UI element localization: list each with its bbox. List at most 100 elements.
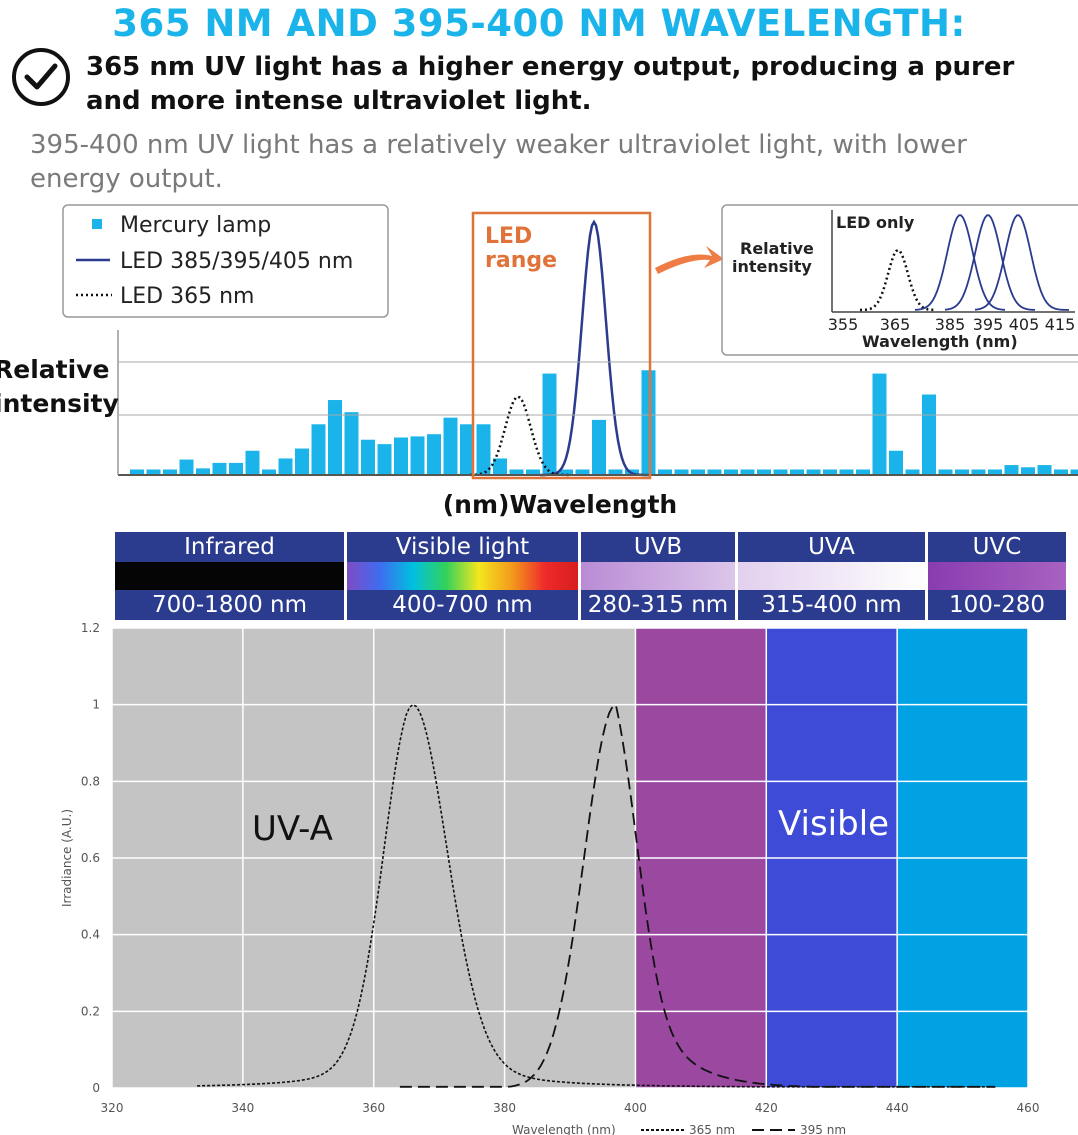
- mercury-bar: [889, 450, 903, 475]
- mercury-bar: [1037, 465, 1052, 475]
- band-label: Infrared: [184, 534, 275, 560]
- x-tick-label: 400: [624, 1101, 647, 1115]
- legend-mercury-marker: [92, 219, 102, 229]
- mercury-bar: [361, 439, 375, 475]
- led-range-label: LED: [485, 224, 532, 249]
- mercury-bar: [443, 417, 458, 475]
- led-395-curve: [540, 219, 650, 477]
- mercury-bar: [856, 469, 870, 475]
- mercury-bar: [740, 469, 755, 475]
- x-tick-label: 320: [101, 1101, 124, 1115]
- mercury-bar: [905, 469, 920, 475]
- mercury-bar: [575, 469, 590, 475]
- inset-tick-label: 415: [1045, 315, 1076, 334]
- inset-tick-label: 385: [935, 315, 966, 334]
- led-365-curve: [470, 395, 570, 477]
- top-ylabel: Relative: [0, 355, 109, 384]
- benefit-365-text: 365 nm UV light has a higher energy outp…: [86, 52, 1015, 116]
- band-infrared: Infrared 700-1800 nm: [115, 532, 344, 620]
- top-legend-box: [62, 204, 389, 318]
- mercury-bar: [691, 469, 705, 475]
- band-uva: UVA 315-400 nm: [738, 532, 925, 620]
- band-range: 315-400 nm: [761, 592, 902, 618]
- region-label-uva: UV-A: [252, 809, 333, 849]
- mercury-bar: [229, 462, 243, 475]
- mercury-bar: [311, 424, 326, 475]
- mercury-bar: [328, 400, 342, 475]
- checkmark-icon: [12, 48, 70, 106]
- inset-title: LED only: [836, 213, 915, 232]
- mercury-bar: [410, 436, 425, 475]
- y-tick-label: 0.2: [81, 1004, 100, 1018]
- inset-tick-label: 355: [828, 315, 859, 334]
- band-range: 700-1800 nm: [151, 592, 308, 618]
- mercury-bar: [790, 469, 804, 475]
- x-tick-label: 440: [886, 1101, 909, 1115]
- inset-xlabel: Wavelength (nm): [862, 332, 1018, 351]
- mercury-bar: [212, 462, 227, 475]
- y-axis-label: Irradiance (A.U.): [60, 809, 74, 907]
- mercury-bar: [773, 469, 788, 475]
- mercury-bar: [377, 444, 392, 475]
- mercury-bar: [476, 424, 491, 475]
- mercury-bar: [823, 469, 837, 475]
- x-tick-labels: 320 340 360 380 400 420 440 460: [101, 1101, 1040, 1115]
- mercury-bar: [971, 469, 986, 475]
- note-395-text: 395-400 nm UV light has a relatively wea…: [30, 130, 967, 194]
- mercury-bar: [1004, 465, 1019, 475]
- mercury-bar: [674, 469, 689, 475]
- inset-ylabel: intensity: [732, 257, 812, 276]
- mercury-bar: [262, 469, 276, 475]
- top-ylabel: intensity: [0, 389, 119, 418]
- mercury-bar: [658, 469, 672, 475]
- inset-box: [721, 204, 1078, 356]
- mercury-bar: [493, 458, 507, 475]
- mercury-bar: [724, 469, 738, 475]
- mercury-bar: [344, 412, 359, 475]
- mercury-bar: [707, 469, 722, 475]
- band-label: Visible light: [395, 534, 530, 560]
- x-tick-label: 360: [362, 1101, 385, 1115]
- legend-led-label: LED 385/395/405 nm: [120, 249, 353, 274]
- led-range-label: range: [485, 248, 557, 273]
- band-range: 100-280 nm: [948, 592, 1046, 648]
- x-tick-label: 340: [231, 1101, 254, 1115]
- mercury-bar: [1021, 467, 1035, 475]
- legend-led365-label: LED 365 nm: [120, 284, 254, 309]
- band-range: 280-315 nm: [587, 592, 729, 618]
- x-tick-label: 460: [1017, 1101, 1040, 1115]
- inset-curve-385: [914, 214, 1006, 311]
- mercury-bar: [988, 469, 1002, 475]
- mercury-bar: [872, 373, 887, 475]
- band-label: UVC: [972, 534, 1022, 560]
- mercury-bar: [922, 394, 936, 475]
- arrow-icon: [655, 246, 724, 274]
- inset-curves: [859, 214, 1070, 312]
- y-tick-label: 0.4: [81, 928, 100, 942]
- mercury-bar: [757, 469, 771, 475]
- mercury-bar: [1054, 469, 1068, 475]
- y-tick-label: 1.2: [81, 621, 100, 635]
- mercury-bar: [295, 448, 309, 475]
- mercury-bar: [542, 373, 557, 475]
- mercury-bar: [938, 469, 953, 475]
- mercury-bar: [460, 424, 474, 475]
- mercury-bar: [146, 469, 161, 475]
- mercury-bar: [427, 434, 441, 475]
- x-axis-label: Wavelength (nm): [512, 1123, 616, 1135]
- mercury-bars: [130, 370, 1078, 475]
- mercury-bar: [130, 469, 144, 475]
- inset-tick-label: 365: [880, 315, 911, 334]
- inset-tick-label: 405: [1009, 315, 1040, 334]
- page-title: 365 NM AND 395-400 NM WAVELENGTH:: [112, 2, 966, 45]
- x-tick-label: 420: [755, 1101, 778, 1115]
- band-label: UVA: [808, 534, 855, 560]
- mercury-bar: [806, 469, 821, 475]
- band-label: UVB: [633, 534, 683, 560]
- y-tick-label: 1: [92, 698, 100, 712]
- mercury-bar: [245, 450, 260, 475]
- top-xlabel: (nm)Wavelength: [443, 490, 677, 519]
- region-label-visible: Visible: [778, 804, 889, 844]
- inset-curve-395: [944, 214, 1036, 311]
- top-spectrum-chart: LED range Mercury lamp LED 385/395/405 n…: [0, 204, 1078, 519]
